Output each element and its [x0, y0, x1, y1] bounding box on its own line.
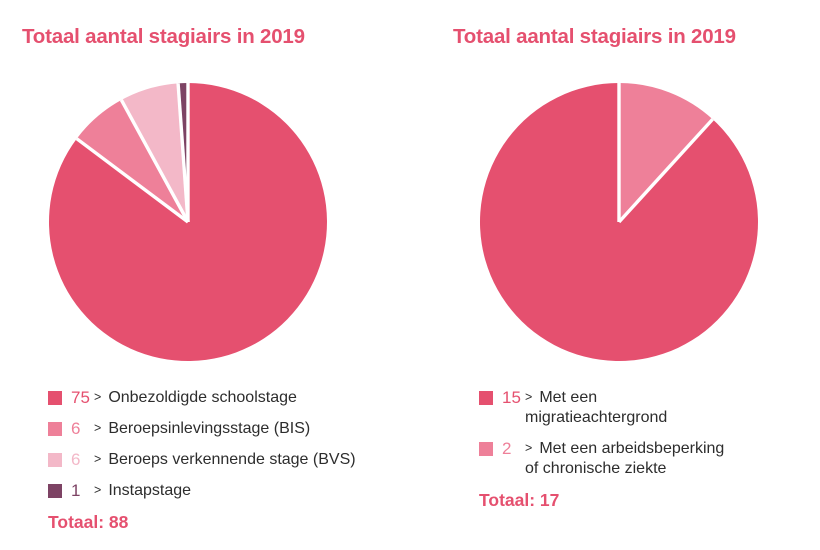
legend-label-text: Beroeps verkennende stage (BVS) — [108, 451, 356, 468]
pie-slice — [76, 100, 188, 222]
legend-swatch — [48, 391, 62, 405]
chevron-right-icon: > — [94, 452, 102, 466]
legend-label: > Beroeps verkennende stage (BVS) — [94, 450, 356, 470]
legend-label: > Onbezoldigde schoolstage — [94, 388, 297, 408]
pie-slice — [121, 83, 188, 222]
total-label: Totaal: 88 — [48, 512, 129, 532]
legend-label-text: Instapstage — [108, 482, 192, 499]
legend-value: 75 — [71, 388, 90, 407]
legend-label: > Met een migratieachtergrond — [525, 388, 737, 428]
chevron-right-icon: > — [525, 390, 533, 404]
legend-value: 15 — [502, 388, 521, 407]
pie-chart — [479, 83, 758, 362]
chart-title: Totaal aantal stagiairs in 2019 — [22, 25, 305, 48]
total-label: Totaal: 17 — [479, 490, 560, 510]
legend-label: > Beroepsinlevingsstage (BIS) — [94, 419, 310, 439]
legend-row: 6 > Beroeps verkennende stage (BVS) — [48, 450, 393, 470]
legend-value: 2 — [502, 439, 512, 458]
pie-chart-block-right: Totaal aantal stagiairs in 2019 15 > Met … — [431, 0, 820, 550]
legend-row: 2 > Met een arbeidsbeperking of chronisch… — [479, 439, 820, 479]
pie-chart — [48, 82, 327, 362]
legend-label-text: Beroepsinlevingsstage (BIS) — [108, 420, 311, 437]
slice-divider — [617, 118, 714, 224]
legend-value: 1 — [71, 481, 81, 500]
legend-value: 6 — [71, 450, 81, 469]
legend-row: 15 > Met een migratieachtergrond — [479, 388, 820, 428]
chart-title: Totaal aantal stagiairs in 2019 — [453, 25, 736, 48]
pie-slice — [619, 83, 713, 222]
legend-label: > Instapstage — [94, 481, 191, 501]
chevron-right-icon: > — [94, 483, 102, 497]
slice-divider — [75, 137, 190, 224]
slice-divider — [176, 83, 190, 223]
pie-slice — [479, 83, 758, 362]
legend-row: 1 > Instapstage — [48, 481, 393, 501]
legend: 15 > Met een migratieachtergrond 2 > Met e… — [479, 388, 820, 511]
legend-rows: 15 > Met een migratieachtergrond 2 > Met e… — [479, 388, 820, 479]
pie-chart-block-left: Totaal aantal stagiairs in 2019 75 > Onbe… — [0, 0, 400, 550]
chevron-right-icon: > — [525, 441, 533, 455]
chevron-right-icon: > — [94, 421, 102, 435]
legend: 75 > Onbezoldigde schoolstage 6 > Beroepsi… — [48, 388, 393, 533]
legend-value: 6 — [71, 419, 81, 438]
legend-label-text: Met een migratieachtergrond — [525, 389, 668, 426]
legend-label: > Met een arbeidsbeperking of chronische … — [525, 439, 737, 479]
legend-swatch — [48, 484, 62, 498]
legend-swatch — [479, 391, 493, 405]
legend-swatch — [48, 422, 62, 436]
legend-row: 6 > Beroepsinlevingsstage (BIS) — [48, 419, 393, 439]
legend-label-text: Met een arbeidsbeperking of chronische z… — [525, 440, 725, 477]
legend-swatch — [48, 453, 62, 467]
slice-divider — [119, 99, 190, 223]
legend-swatch — [479, 442, 493, 456]
legend-label-text: Onbezoldigde schoolstage — [108, 389, 297, 406]
chevron-right-icon: > — [94, 390, 102, 404]
legend-row: 75 > Onbezoldigde schoolstage — [48, 388, 393, 408]
legend-rows: 75 > Onbezoldigde schoolstage 6 > Beroepsi… — [48, 388, 393, 501]
